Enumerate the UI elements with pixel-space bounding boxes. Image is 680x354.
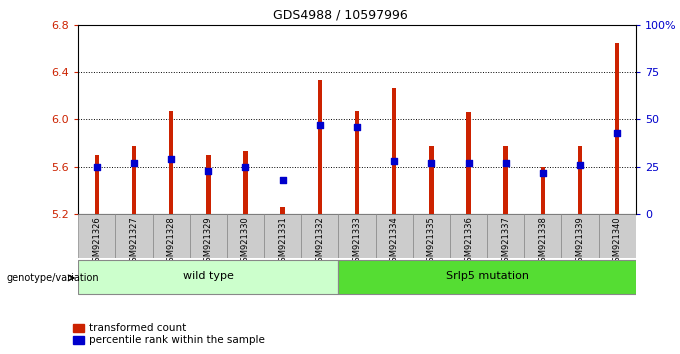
Point [277, 177, 288, 183]
Text: GSM921335: GSM921335 [427, 216, 436, 267]
Bar [78, 214, 116, 258]
Bar [524, 214, 562, 258]
Bar [375, 214, 413, 258]
Text: genotype/variation: genotype/variation [7, 273, 99, 283]
Bar [429, 145, 434, 214]
Bar [503, 145, 508, 214]
Text: GSM921332: GSM921332 [316, 216, 324, 267]
Point [612, 130, 623, 136]
Bar [339, 260, 636, 294]
Text: GSM921340: GSM921340 [613, 216, 622, 267]
Bar [190, 214, 227, 258]
Point [352, 124, 362, 130]
Text: GSM921327: GSM921327 [129, 216, 139, 267]
Bar [541, 167, 545, 214]
Bar [243, 152, 248, 214]
Point [91, 164, 102, 170]
Text: GSM921328: GSM921328 [167, 216, 175, 267]
Point [537, 170, 548, 175]
Text: wild type: wild type [183, 271, 234, 281]
Text: GSM921337: GSM921337 [501, 216, 510, 267]
Bar [598, 214, 636, 258]
Bar [578, 145, 582, 214]
Bar [339, 214, 375, 258]
Text: GSM921334: GSM921334 [390, 216, 398, 267]
Text: GSM921339: GSM921339 [575, 216, 585, 267]
Text: GDS4988 / 10597996: GDS4988 / 10597996 [273, 9, 407, 22]
Text: GSM921326: GSM921326 [92, 216, 101, 267]
Text: GSM921333: GSM921333 [352, 216, 362, 267]
Legend: transformed count, percentile rank within the sample: transformed count, percentile rank withi… [73, 323, 265, 345]
Bar [615, 42, 619, 214]
Bar [280, 207, 285, 214]
Bar [392, 87, 396, 214]
Point [500, 160, 511, 166]
Point [203, 168, 214, 173]
Bar [206, 155, 211, 214]
Bar [227, 214, 264, 258]
Point [129, 160, 139, 166]
Text: GSM921330: GSM921330 [241, 216, 250, 267]
Point [575, 162, 585, 168]
Bar [169, 111, 173, 214]
Point [389, 158, 400, 164]
Bar [264, 214, 301, 258]
Text: GSM921329: GSM921329 [204, 216, 213, 267]
Bar [466, 112, 471, 214]
Bar [487, 214, 524, 258]
Bar [116, 214, 152, 258]
Point [166, 156, 177, 162]
Bar [78, 260, 339, 294]
Point [314, 122, 325, 128]
Text: GSM921331: GSM921331 [278, 216, 287, 267]
Text: Srlp5 mutation: Srlp5 mutation [445, 271, 528, 281]
Point [426, 160, 437, 166]
Text: GSM921338: GSM921338 [539, 216, 547, 267]
Bar [318, 80, 322, 214]
Bar [152, 214, 190, 258]
Bar [355, 111, 359, 214]
Bar [95, 155, 99, 214]
Bar [301, 214, 339, 258]
Bar [450, 214, 487, 258]
Bar [413, 214, 450, 258]
Bar [132, 145, 136, 214]
Text: GSM921336: GSM921336 [464, 216, 473, 267]
Bar [562, 214, 598, 258]
Point [463, 160, 474, 166]
Point [240, 164, 251, 170]
